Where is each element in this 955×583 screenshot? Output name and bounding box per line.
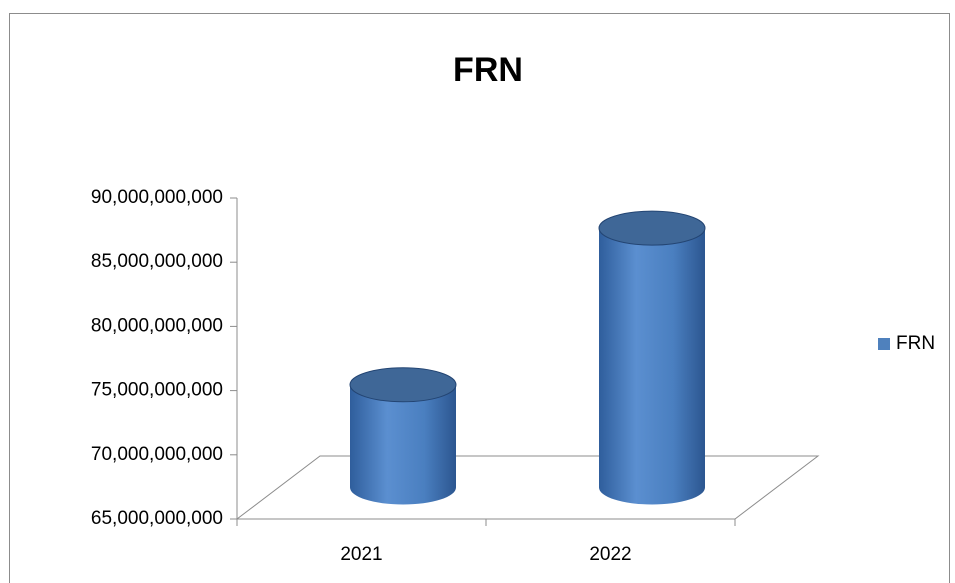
x-tick-label: 2022	[589, 544, 631, 565]
x-tick-label: 2021	[340, 544, 382, 565]
bar	[349, 367, 457, 505]
y-tick-label: 70,000,000,000	[91, 444, 223, 465]
y-tick-label: 75,000,000,000	[91, 380, 223, 401]
floor	[235, 455, 820, 520]
legend-label: FRN	[896, 333, 935, 354]
y-tick-label: 80,000,000,000	[91, 315, 223, 336]
bar-top	[598, 210, 706, 246]
legend-swatch	[878, 338, 890, 350]
chart-frame	[9, 13, 950, 583]
y-tick-label: 90,000,000,000	[91, 187, 223, 208]
bar	[598, 210, 706, 505]
y-tick-label: 85,000,000,000	[91, 251, 223, 272]
chart-title: FRN	[453, 51, 523, 89]
bar-body	[599, 228, 705, 505]
bar-top	[349, 367, 457, 403]
y-tick-label: 65,000,000,000	[91, 508, 223, 529]
bar-body	[350, 384, 457, 505]
